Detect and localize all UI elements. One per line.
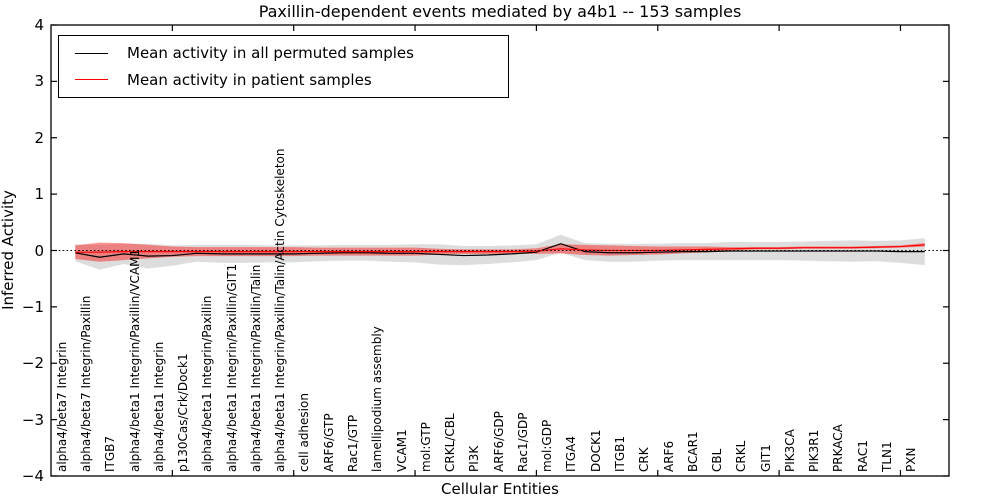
y-tick-label: 4 — [34, 16, 44, 34]
permuted-mean-line — [75, 243, 925, 258]
x-category-label: PIK3R1 — [807, 429, 822, 472]
x-category-label: mol:GTP — [418, 422, 433, 472]
y-tick-label: −3 — [21, 410, 44, 429]
x-category-label: alpha4/beta1 Integrin/Paxillin — [200, 295, 215, 472]
chart-title: Paxillin-dependent events mediated by a4… — [258, 2, 742, 21]
x-axis-label: Cellular Entities — [441, 480, 559, 498]
permuted-line-swatch-icon — [75, 52, 108, 54]
x-category-label: alpha4/beta1 Integrin/Paxillin/Talin/Act… — [273, 148, 288, 472]
x-category-label: CRKL/CBL — [443, 413, 458, 472]
x-category-label: TLN1 — [879, 441, 894, 472]
legend-item-permuted: Mean activity in all permuted samples — [75, 44, 508, 62]
x-category-label: lamellipodium assembly — [370, 326, 385, 472]
y-tick-label: −1 — [21, 297, 44, 316]
x-category-label: PIK3CA — [782, 429, 797, 472]
y-tick-label: 1 — [34, 185, 44, 204]
x-category-label: ARF6/GTP — [321, 413, 336, 472]
x-category-label: Rac1/GDP — [515, 412, 530, 472]
x-category-label: GIT1 — [758, 444, 773, 472]
x-category-label: CRK — [637, 447, 652, 472]
x-category-label: RAC1 — [855, 440, 870, 472]
x-category-label: alpha4/beta7 Integrin/Paxillin — [79, 295, 94, 472]
patient-mean-line — [75, 244, 925, 253]
x-category-label: ITGA4 — [564, 435, 579, 472]
x-category-label: alpha4/beta1 Integrin/Paxillin/VCAM1 — [127, 248, 142, 472]
x-category-label: alpha4/beta1 Integrin/Paxillin/Talin — [248, 264, 263, 472]
x-category-label: CBL — [710, 448, 725, 472]
y-tick-label: 3 — [34, 72, 44, 91]
x-category-label: PI3K — [467, 445, 482, 472]
x-category-label: ITGB1 — [612, 435, 627, 472]
legend-label-patient: Mean activity in patient samples — [127, 70, 372, 89]
x-category-label: alpha4/beta1 Integrin/Paxillin/GIT1 — [224, 263, 239, 472]
legend-label-permuted: Mean activity in all permuted samples — [127, 44, 414, 63]
x-category-label: PRKACA — [831, 424, 846, 472]
y-tick-label: 2 — [34, 128, 44, 147]
x-category-label: mol:GDP — [540, 419, 555, 472]
x-category-label: ARF6 — [661, 440, 676, 472]
x-category-label: VCAM1 — [394, 429, 409, 472]
x-category-label: ARF6/GDP — [491, 411, 506, 472]
legend: Mean activity in all permuted samples Me… — [58, 35, 509, 98]
x-category-label: ITGB7 — [103, 435, 118, 472]
y-tick-label: −4 — [21, 467, 44, 485]
x-category-label: BCAR1 — [685, 431, 700, 472]
x-category-label: cell adhesion — [297, 393, 312, 472]
x-category-label: p130Cas/Crk/Dock1 — [176, 353, 191, 472]
patient-line-swatch-icon — [75, 79, 108, 81]
x-category-label: Rac1/GTP — [346, 414, 360, 472]
x-category-label: PXN — [904, 447, 919, 472]
y-tick-label: 0 — [34, 241, 44, 260]
legend-item-patient: Mean activity in patient samples — [75, 71, 508, 89]
x-category-label: CRKL — [734, 440, 749, 472]
x-category-label: alpha4/beta7 Integrin — [54, 341, 69, 472]
x-category-label: DOCK1 — [588, 429, 603, 472]
y-tick-label: −2 — [21, 354, 44, 373]
x-category-label: alpha4/beta1 Integrin — [151, 341, 166, 472]
